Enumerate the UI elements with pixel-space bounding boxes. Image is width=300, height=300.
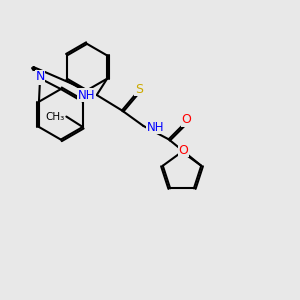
Text: O: O xyxy=(178,144,188,157)
Text: CH₃: CH₃ xyxy=(46,112,65,122)
Text: O: O xyxy=(182,113,191,127)
Text: N: N xyxy=(35,70,45,83)
Text: S: S xyxy=(135,82,143,96)
Text: NH: NH xyxy=(147,121,164,134)
Text: NH: NH xyxy=(78,88,95,101)
Text: O: O xyxy=(34,71,44,84)
